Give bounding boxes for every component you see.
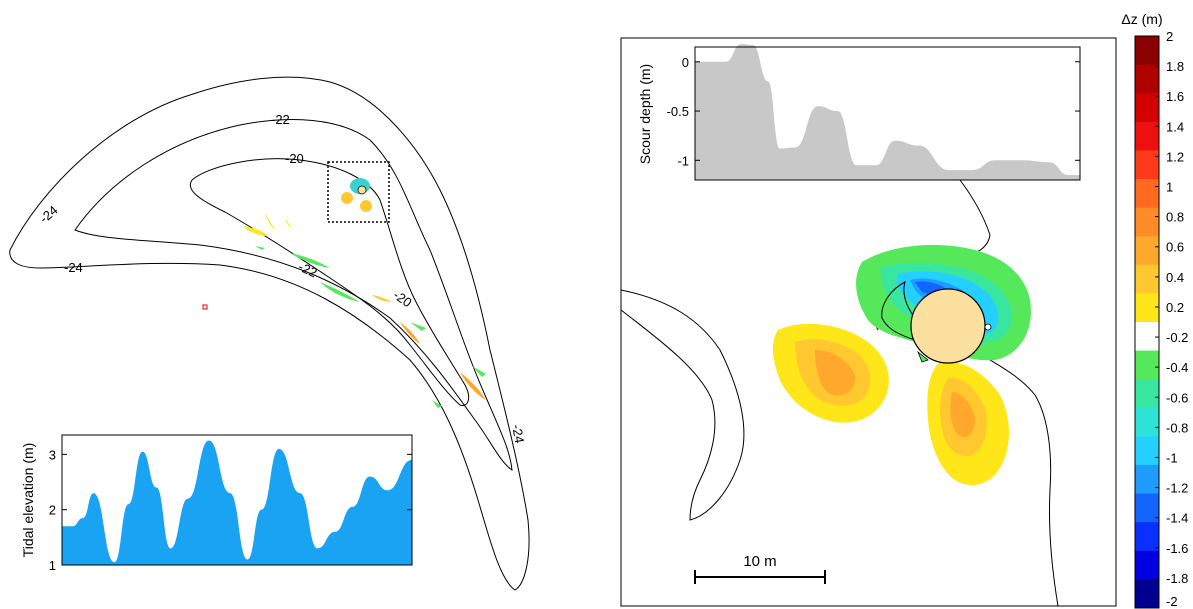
colorbar-tick-label: -0.4 <box>1166 360 1188 375</box>
colorbar-cell <box>1135 93 1159 123</box>
colorbar-tick-label: 1.6 <box>1166 89 1184 104</box>
colorbar-cell <box>1135 350 1159 380</box>
colorbar-cell <box>1135 207 1159 237</box>
colorbar-cells <box>1134 35 1160 609</box>
scour-y-axis: 0 -0.5 -1 <box>667 55 1080 168</box>
colorbar-cell <box>1135 64 1159 94</box>
scour-field <box>772 244 1031 486</box>
colorbar-tick-label: 0.6 <box>1166 240 1184 255</box>
zoom-region-box <box>327 161 390 223</box>
contour-label: -20 <box>285 151 304 166</box>
tidal-y-axis-label: Tidal elevation (m) <box>20 443 36 558</box>
contour-outer <box>9 76 530 591</box>
colorbar-tick-label: 2 <box>1166 29 1173 44</box>
colorbar-cell <box>1135 379 1159 409</box>
colorbar-labels: 2 1.8 1.6 1.4 1.2 1 0.8 0.6 0.4 0.2 -0.2 -0.4 -0.6 -0… <box>1155 29 1188 609</box>
contour-middle <box>74 119 513 472</box>
contour-label: -22 <box>296 259 319 281</box>
colorbar-cell <box>1135 579 1159 609</box>
colorbar-cell <box>1135 465 1159 495</box>
colorbar-tick-label: -0.8 <box>1166 420 1188 435</box>
colorbar-tick-label: -1.8 <box>1166 571 1188 586</box>
contour-inner <box>189 158 470 407</box>
y-tick-label: 0 <box>682 55 689 70</box>
colorbar-cell <box>1135 150 1159 180</box>
colorbar-cell <box>1135 264 1159 294</box>
scale-bar: 10 m <box>694 553 826 584</box>
contour-label: -22 <box>271 112 290 127</box>
colorbar-cell <box>1135 293 1159 323</box>
colorbar-tick-label: -0.2 <box>1166 330 1188 345</box>
colorbar-tick-label: -2 <box>1166 594 1178 609</box>
map-scour-patches <box>243 178 486 408</box>
colorbar-cell <box>1135 36 1159 66</box>
y-tick-label: -0.5 <box>667 104 689 119</box>
scour-y-axis-label: Scour depth (m) <box>637 64 653 164</box>
tidal-chart: 1 2 3 Tidal elevation (m) <box>20 434 413 573</box>
pile-marker <box>984 323 992 331</box>
colorbar-tick-label: -1.4 <box>1166 511 1188 526</box>
colorbar-tick-label: 1.2 <box>1166 149 1184 164</box>
tidal-y-axis: 1 2 3 <box>49 447 412 573</box>
colorbar: Δz (m) 2 1.8 1.6 1.4 1.2 1 0.8 0.6 0.4 0.2 -0.2 -0.… <box>1121 11 1188 609</box>
colorbar-tick-label: 0.2 <box>1166 300 1184 315</box>
colorbar-tick-label: -0.6 <box>1166 390 1188 405</box>
colorbar-cell <box>1135 493 1159 523</box>
colorbar-cell <box>1135 179 1159 209</box>
y-tick-label: 1 <box>49 558 56 573</box>
colorbar-tick-label: 0.8 <box>1166 210 1184 225</box>
pile <box>910 288 986 364</box>
colorbar-cell <box>1135 522 1159 552</box>
colorbar-tick-label: 1.8 <box>1166 59 1184 74</box>
colorbar-cell <box>1135 236 1159 266</box>
y-tick-label: 3 <box>49 447 56 462</box>
colorbar-tick-label: -1.2 <box>1166 481 1188 496</box>
colorbar-tick-label: -1 <box>1166 450 1178 465</box>
location-marker <box>202 304 208 310</box>
contour-label: -24 <box>37 202 61 226</box>
tidal-area-series <box>62 440 412 565</box>
zoom-contour <box>620 289 745 521</box>
contour-label: -24 <box>64 260 83 275</box>
colorbar-cell <box>1135 550 1159 580</box>
zoom-contour <box>959 339 1059 607</box>
scour-area-series <box>695 44 1080 180</box>
colorbar-tick-label: 0.4 <box>1166 270 1184 285</box>
y-tick-label: 2 <box>49 503 56 518</box>
colorbar-cell <box>1135 436 1159 466</box>
contour-label: -24 <box>509 423 527 444</box>
colorbar-cell <box>1135 322 1159 352</box>
colorbar-cell <box>1135 407 1159 437</box>
scour-chart: 0 -0.5 -1 Scour depth (m) <box>637 44 1081 181</box>
colorbar-tick-label: 1.4 <box>1166 119 1184 134</box>
colorbar-tick-label: 1 <box>1166 180 1173 195</box>
colorbar-title: Δz (m) <box>1121 11 1162 27</box>
colorbar-tick-label: -1.6 <box>1166 541 1188 556</box>
y-tick-label: -1 <box>677 153 689 168</box>
scale-bar-label: 10 m <box>743 553 776 570</box>
